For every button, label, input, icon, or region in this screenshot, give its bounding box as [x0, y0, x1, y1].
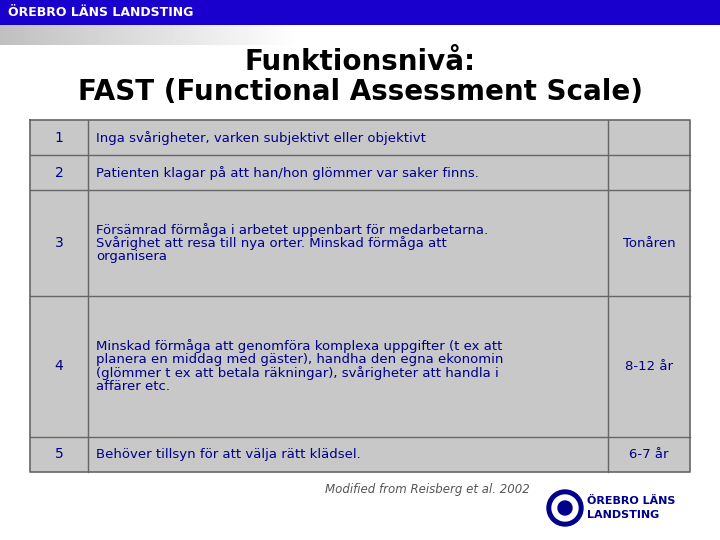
- Text: planera en middag med gäster), handha den egna ekonomin: planera en middag med gäster), handha de…: [96, 353, 503, 366]
- Text: Behöver tillsyn för att välja rätt klädsel.: Behöver tillsyn för att välja rätt kläds…: [96, 448, 361, 461]
- Bar: [0, 0, 720, 25]
- Text: FAST (Functional Assessment Scale): FAST (Functional Assessment Scale): [78, 78, 642, 106]
- Text: organisera: organisera: [96, 250, 167, 263]
- Text: ÖREBRO LÄNS LANDSTING: ÖREBRO LÄNS LANDSTING: [8, 6, 194, 19]
- Text: 5: 5: [55, 448, 63, 461]
- Text: Modified from Reisberg et al. 2002: Modified from Reisberg et al. 2002: [325, 483, 530, 496]
- Text: LANDSTING: LANDSTING: [587, 510, 660, 520]
- Text: 3: 3: [55, 236, 63, 250]
- Text: 6-7 år: 6-7 år: [629, 448, 669, 461]
- Text: (glömmer t ex att betala räkningar), svårigheter att handla i: (glömmer t ex att betala räkningar), svå…: [96, 366, 499, 380]
- Bar: [30, 120, 690, 472]
- Text: ÖREBRO LÄNS: ÖREBRO LÄNS: [587, 496, 675, 506]
- Text: Inga svårigheter, varken subjektivt eller objektivt: Inga svårigheter, varken subjektivt elle…: [96, 131, 426, 145]
- Circle shape: [558, 501, 572, 515]
- Text: Minskad förmåga att genomföra komplexa uppgifter (t ex att: Minskad förmåga att genomföra komplexa u…: [96, 339, 503, 353]
- Text: Försämrad förmåga i arbetet uppenbart för medarbetarna.: Försämrad förmåga i arbetet uppenbart fö…: [96, 222, 488, 237]
- Text: Funktionsnivå:: Funktionsnivå:: [244, 48, 476, 76]
- Text: 2: 2: [55, 166, 63, 180]
- Circle shape: [552, 495, 578, 521]
- Text: affärer etc.: affärer etc.: [96, 380, 170, 393]
- Circle shape: [547, 490, 583, 526]
- Text: Patienten klagar på att han/hon glömmer var saker finns.: Patienten klagar på att han/hon glömmer …: [96, 166, 479, 180]
- Text: 1: 1: [55, 131, 63, 145]
- Text: Svårighet att resa till nya orter. Minskad förmåga att: Svårighet att resa till nya orter. Minsk…: [96, 236, 446, 250]
- Text: Tonåren: Tonåren: [623, 237, 675, 249]
- Text: 8-12 år: 8-12 år: [625, 360, 673, 373]
- Text: 4: 4: [55, 360, 63, 373]
